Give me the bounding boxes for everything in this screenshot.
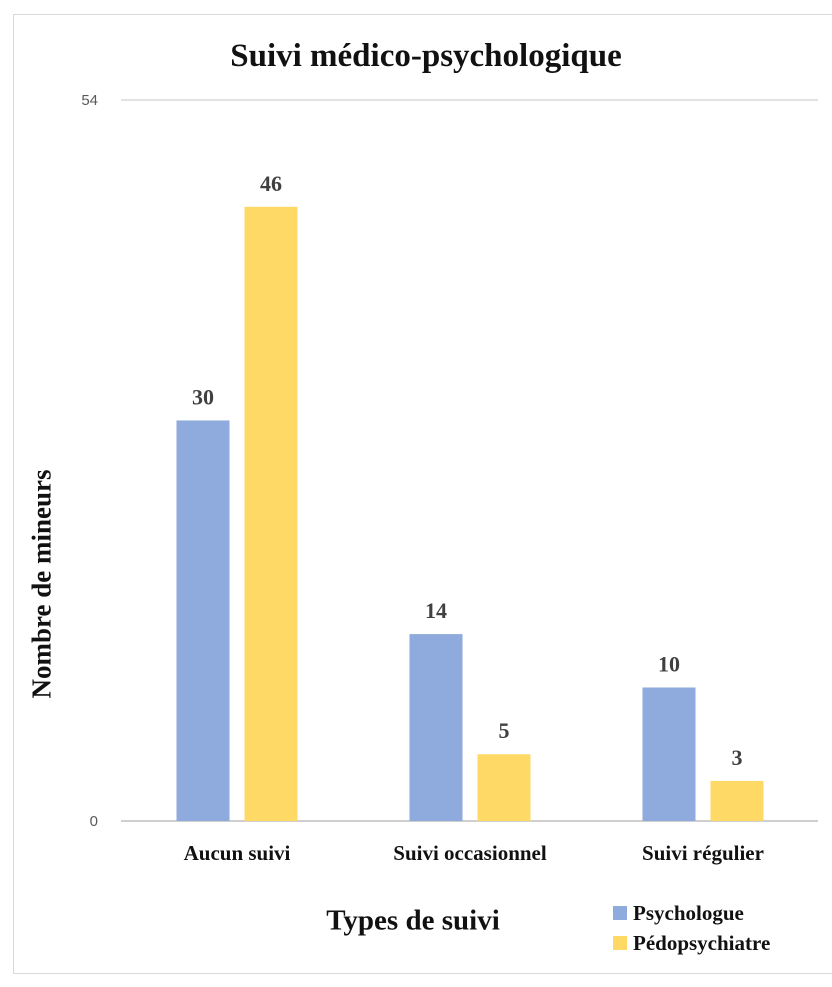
bar-psychologue-0	[176, 420, 230, 821]
y-tick-label-1: 54	[81, 92, 98, 109]
legend-label-psychologue: Psychologue	[633, 900, 744, 925]
legend-item-psychologue: Psychologue	[613, 898, 770, 928]
legend-swatch-psychologue	[613, 906, 627, 920]
x-tick-label-1: Suivi occasionnel	[393, 841, 547, 865]
chart-title: Suivi médico-psychologique	[230, 38, 622, 74]
data-label-pedopsychiatre-1: 5	[499, 718, 510, 743]
legend-item-pedopsychiatre: Pédopsychiatre	[613, 928, 770, 958]
legend-label-pedopsychiatre: Pédopsychiatre	[633, 930, 771, 955]
bar-pedopsychiatre-2	[710, 780, 764, 821]
x-tick-label-2: Suivi régulier	[642, 841, 764, 865]
y-tick-label-0: 0	[90, 813, 98, 830]
data-label-pedopsychiatre-0: 46	[260, 171, 282, 196]
legend-swatch-pedopsychiatre	[613, 936, 627, 950]
x-axis-label: Types de suivi	[326, 904, 500, 937]
bar-psychologue-2	[642, 687, 696, 821]
x-tick-label-0: Aucun suivi	[184, 841, 291, 865]
bar-pedopsychiatre-1	[477, 754, 531, 821]
data-label-pedopsychiatre-2: 3	[732, 745, 743, 770]
bar-psychologue-1	[409, 634, 463, 821]
data-label-psychologue-1: 14	[425, 598, 447, 623]
data-label-psychologue-2: 10	[658, 651, 680, 676]
legend: Psychologue Pédopsychiatre	[613, 898, 770, 958]
data-label-psychologue-0: 30	[192, 384, 214, 409]
bar-pedopsychiatre-0	[244, 206, 298, 821]
